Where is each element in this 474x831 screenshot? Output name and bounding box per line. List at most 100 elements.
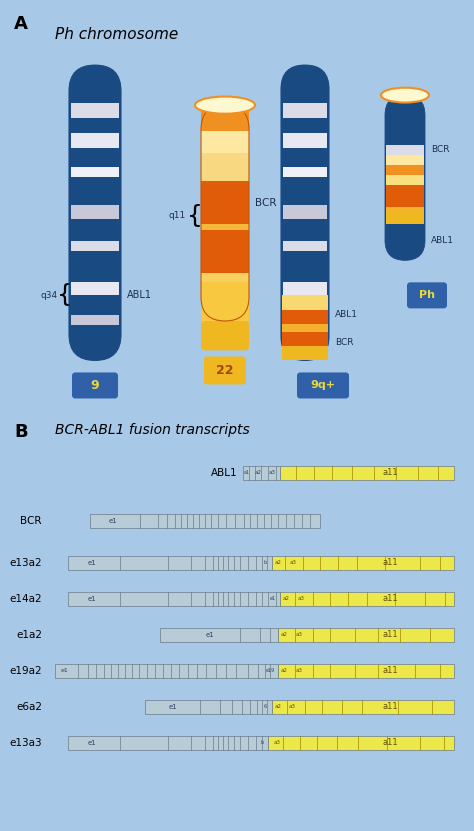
Text: 9q+: 9q+ <box>310 381 336 391</box>
Text: BCR: BCR <box>20 515 42 526</box>
Bar <box>71 104 119 118</box>
Bar <box>201 106 249 131</box>
Text: a3: a3 <box>289 705 295 710</box>
Text: q34: q34 <box>41 291 58 300</box>
Text: BCR: BCR <box>335 337 354 347</box>
Text: a11: a11 <box>382 630 398 639</box>
FancyBboxPatch shape <box>407 283 447 308</box>
Text: 22: 22 <box>216 364 234 377</box>
Bar <box>386 175 424 185</box>
Text: a3: a3 <box>295 668 302 673</box>
Text: e13a2: e13a2 <box>9 558 42 568</box>
Text: a2: a2 <box>274 705 282 710</box>
Bar <box>68 736 268 750</box>
Text: 6: 6 <box>264 705 266 710</box>
Ellipse shape <box>381 88 429 102</box>
Bar <box>201 153 249 180</box>
FancyBboxPatch shape <box>297 372 349 399</box>
Bar <box>201 230 249 273</box>
Bar <box>243 465 280 479</box>
Bar <box>68 592 280 606</box>
Bar <box>71 283 119 296</box>
Text: a3: a3 <box>268 470 275 475</box>
FancyBboxPatch shape <box>281 65 329 361</box>
Bar <box>283 133 327 148</box>
Text: e19: e19 <box>265 668 274 673</box>
Text: 9: 9 <box>91 379 100 392</box>
Bar <box>283 104 327 118</box>
Bar <box>386 210 424 224</box>
Text: a2: a2 <box>283 596 290 601</box>
Bar <box>283 241 327 251</box>
Text: e1: e1 <box>88 596 96 602</box>
Bar <box>386 185 424 207</box>
Text: a3: a3 <box>290 560 297 565</box>
Text: a2: a2 <box>281 668 288 673</box>
Text: a3: a3 <box>298 596 304 601</box>
Bar <box>90 514 320 528</box>
Bar <box>386 155 424 165</box>
Bar <box>280 465 454 479</box>
FancyBboxPatch shape <box>69 65 121 361</box>
Text: a11: a11 <box>382 666 398 676</box>
FancyBboxPatch shape <box>204 356 246 385</box>
Text: A: A <box>14 15 28 33</box>
Bar <box>71 315 119 325</box>
Text: Ph chromosome: Ph chromosome <box>55 27 178 42</box>
Bar <box>201 224 249 230</box>
Bar <box>71 241 119 251</box>
Text: {: { <box>187 204 203 228</box>
Text: BCR-ABL1 fusion transcripts: BCR-ABL1 fusion transcripts <box>55 422 250 436</box>
Bar <box>278 664 454 678</box>
Text: e1: e1 <box>206 632 214 637</box>
Text: ABL1: ABL1 <box>335 311 358 319</box>
Bar <box>282 310 328 324</box>
Text: e6a2: e6a2 <box>16 702 42 712</box>
Text: ABL1: ABL1 <box>431 236 454 245</box>
Text: e1: e1 <box>88 559 96 566</box>
Text: a11: a11 <box>382 558 398 568</box>
Bar <box>272 700 454 714</box>
Bar <box>282 296 328 310</box>
Text: e1: e1 <box>109 518 118 524</box>
Text: b: b <box>264 560 266 565</box>
Bar <box>282 324 328 332</box>
Ellipse shape <box>195 96 255 114</box>
Bar <box>283 315 327 325</box>
Bar <box>71 133 119 148</box>
Bar <box>55 664 278 678</box>
Bar <box>283 283 327 296</box>
Bar <box>201 283 249 321</box>
Bar <box>71 205 119 219</box>
Text: e1: e1 <box>88 740 96 746</box>
Text: a2: a2 <box>274 560 282 565</box>
Bar <box>71 167 119 177</box>
Text: e19a2: e19a2 <box>9 666 42 676</box>
FancyBboxPatch shape <box>201 321 249 351</box>
Bar <box>283 205 327 219</box>
Text: b: b <box>260 740 264 745</box>
Bar <box>386 145 424 155</box>
Bar <box>268 736 454 750</box>
Text: Ph: Ph <box>419 290 435 300</box>
Text: ABL1: ABL1 <box>211 468 238 478</box>
Text: e1: e1 <box>270 596 276 601</box>
Text: {: { <box>57 283 73 307</box>
Text: a11: a11 <box>382 702 398 711</box>
Text: B: B <box>14 422 27 440</box>
Text: e1: e1 <box>169 704 177 710</box>
Text: a1: a1 <box>244 470 250 475</box>
Text: BCR: BCR <box>255 199 276 209</box>
Bar <box>386 165 424 175</box>
Bar <box>201 273 249 283</box>
Text: q11: q11 <box>169 211 186 220</box>
Bar <box>280 592 454 606</box>
Bar <box>283 167 327 177</box>
Text: e1a2: e1a2 <box>16 630 42 640</box>
Text: a11: a11 <box>382 594 398 603</box>
Text: a3: a3 <box>273 740 281 745</box>
Bar <box>201 180 249 224</box>
Text: a3: a3 <box>295 632 302 637</box>
Text: a2: a2 <box>255 470 262 475</box>
Bar <box>282 332 328 347</box>
